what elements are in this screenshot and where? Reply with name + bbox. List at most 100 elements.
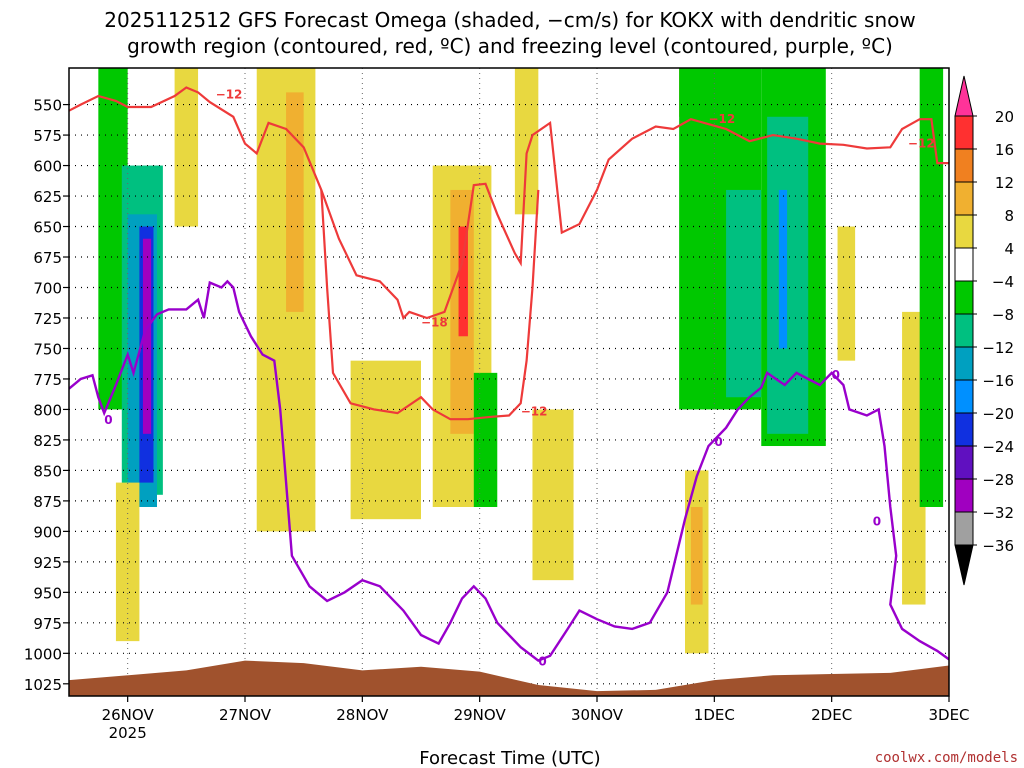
x-tick-label-5: 1DEC — [694, 706, 735, 724]
y-tick-label-17: 975 — [33, 615, 62, 633]
y-tick-label-5: 675 — [33, 249, 62, 267]
colorbar: 20 16 12 8 4 −4 −8 −12 −16 −20 −24 −28 −32 −36 — [954, 75, 1014, 586]
colorbar-label-1: 16 — [995, 141, 1014, 159]
omega-region-9 — [350, 360, 421, 520]
omega-region-26 — [919, 68, 944, 507]
dsg-contour-label-2: −12 — [908, 136, 935, 150]
colorbar-label-13: −36 — [982, 537, 1014, 555]
omega-region-23 — [690, 506, 703, 605]
colorbar-swatch-4 — [954, 247, 974, 282]
y-tick-label-8: 750 — [33, 340, 62, 358]
colorbar-swatch-12 — [954, 511, 974, 546]
omega-region-8 — [286, 92, 304, 312]
x-tick-sublabel-0: 2025 — [109, 724, 147, 742]
y-tick-label-0: 550 — [33, 97, 62, 115]
y-tick-label-16: 950 — [33, 584, 62, 602]
colorbar-swatch-0 — [954, 115, 974, 150]
dsg-contour-label-1: −12 — [708, 112, 735, 126]
omega-region-25 — [902, 311, 926, 605]
dsg-contour-label-0: −12 — [216, 87, 243, 101]
omega-region-14 — [514, 68, 539, 215]
plot-frame — [68, 67, 950, 697]
colorbar-label-8: −16 — [982, 372, 1014, 390]
y-tick-label-7: 725 — [33, 310, 62, 328]
dsg-contour-label-4: −18 — [421, 316, 448, 330]
omega-region-18 — [726, 189, 762, 398]
colorbar-swatch-8 — [954, 379, 974, 414]
y-tick-label-3: 625 — [33, 188, 62, 206]
x-tick-label-3: 29NOV — [454, 706, 507, 724]
y-tick-label-2: 600 — [33, 158, 62, 176]
x-tick-label-0: 26NOV — [102, 706, 155, 724]
omega-region-5 — [115, 482, 140, 642]
colorbar-bottom-arrow — [954, 544, 974, 586]
dsg-contour-bottom — [320, 189, 540, 421]
colorbar-label-2: 12 — [995, 174, 1014, 192]
colorbar-swatch-5 — [954, 280, 974, 315]
colorbar-swatch-6 — [954, 313, 974, 348]
colorbar-label-0: 20 — [995, 108, 1014, 126]
dsg-contour-label-3: −12 — [521, 405, 548, 419]
x-tick-label-1: 27NOV — [219, 706, 272, 724]
y-tick-label-13: 875 — [33, 493, 62, 511]
omega-region-4 — [142, 238, 152, 434]
omega-region-6 — [174, 68, 199, 227]
y-tick-label-18: 1000 — [24, 645, 62, 663]
colorbar-top-arrow — [954, 75, 974, 117]
colorbar-swatch-9 — [954, 412, 974, 447]
y-tick-label-6: 700 — [33, 279, 62, 297]
freezing-contour-label-0: 0 — [104, 413, 112, 427]
colorbar-swatch-10 — [954, 445, 974, 480]
terrain-fill — [69, 660, 949, 696]
colorbar-swatch-1 — [954, 148, 974, 183]
credit-text: coolwx.com/models — [875, 750, 1018, 766]
freezing-contour-label-2: 0 — [714, 435, 722, 449]
y-tick-label-10: 800 — [33, 401, 62, 419]
freezing-contour-label-3: 0 — [873, 514, 881, 528]
y-tick-label-12: 850 — [33, 462, 62, 480]
freezing-level-contour — [69, 279, 949, 662]
colorbar-label-10: −24 — [982, 438, 1014, 456]
colorbar-swatch-3 — [954, 214, 974, 249]
colorbar-label-12: −32 — [982, 504, 1014, 522]
colorbar-label-11: −28 — [982, 471, 1014, 489]
y-tick-label-19: 1025 — [24, 676, 62, 694]
colorbar-swatch-7 — [954, 346, 974, 381]
colorbar-label-5: −4 — [992, 273, 1014, 291]
y-tick-label-4: 650 — [33, 219, 62, 237]
colorbar-label-9: −20 — [982, 405, 1014, 423]
plot-area: −12 −12 −12 −12 −18 0 0 0 0 0 — [68, 67, 950, 697]
omega-region-24 — [837, 226, 856, 361]
omega-region-15 — [532, 409, 574, 581]
y-tick-label-9: 775 — [33, 371, 62, 389]
colorbar-swatch-11 — [954, 478, 974, 513]
chart-title-line-2: growth region (contoured, red, ºC) and f… — [127, 34, 893, 58]
colorbar-label-6: −8 — [992, 306, 1014, 324]
colorbar-label-3: 8 — [1004, 207, 1014, 225]
y-tick-label-15: 925 — [33, 554, 62, 572]
x-tick-label-7: 3DEC — [928, 706, 969, 724]
colorbar-label-4: 4 — [1004, 240, 1014, 258]
x-tick-label-6: 2DEC — [811, 706, 852, 724]
y-tick-label-11: 825 — [33, 432, 62, 450]
terrain-polygon — [69, 660, 949, 696]
omega-region-7 — [256, 68, 316, 532]
y-tick-label-14: 900 — [33, 523, 62, 541]
contours: −12 −12 −12 −12 −18 0 0 0 0 0 — [69, 86, 949, 669]
colorbar-swatch-2 — [954, 181, 974, 216]
y-tick-label-1: 575 — [33, 127, 62, 145]
omega-region-21 — [778, 189, 788, 349]
y-axis: 550 575 600 625 650 675 700 725 750 775 800 825 850 8… — [24, 97, 69, 694]
freezing-contour-label-1: 0 — [538, 655, 546, 669]
colorbar-label-7: −12 — [982, 339, 1014, 357]
dsg-contour-top — [69, 86, 949, 321]
omega-region-20 — [767, 116, 809, 434]
x-tick-label-2: 28NOV — [336, 706, 389, 724]
omega-region-12 — [458, 226, 468, 337]
x-axis-label: Forecast Time (UTC) — [419, 748, 600, 768]
chart-title-line-1: 2025112512 GFS Forecast Omega (shaded, −… — [104, 8, 915, 32]
freezing-contour-label-4: 0 — [832, 368, 840, 382]
x-tick-label-4: 30NOV — [571, 706, 624, 724]
